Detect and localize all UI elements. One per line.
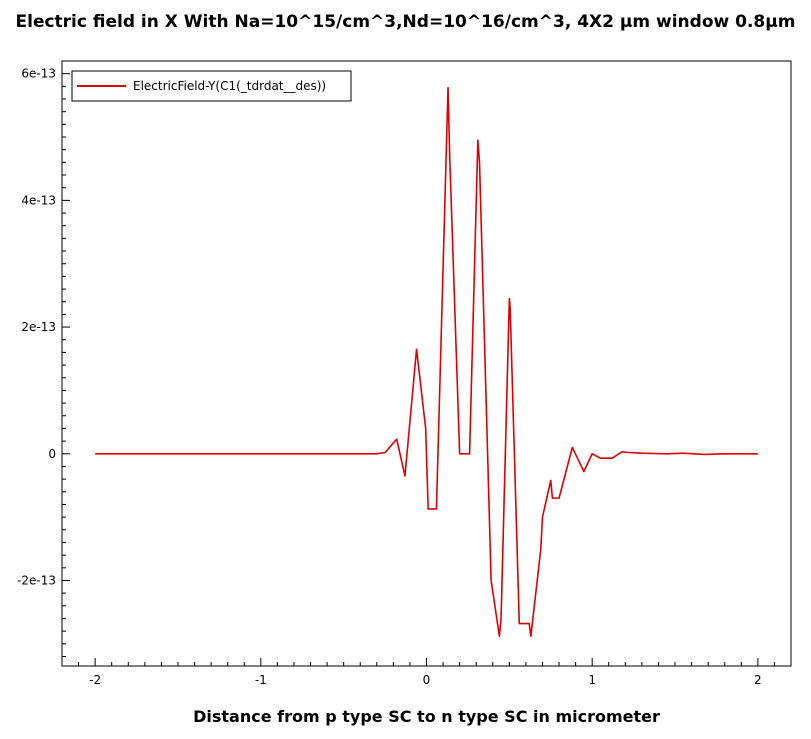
series-line-0 [95, 86, 758, 638]
x-tick-label: 1 [588, 673, 596, 687]
y-tick-label: -2e-13 [17, 573, 56, 587]
y-tick-label: 2e-13 [21, 320, 56, 334]
axis-ticks: -2 -1 0 1 2 -2e-13 0 2e-13 4e-13 6e-13 [17, 60, 792, 687]
y-tick-label: 0 [48, 447, 56, 461]
y-tick-label: 6e-13 [21, 67, 56, 81]
x-tick-label: 0 [423, 673, 431, 687]
legend-label: ElectricField-Y(C1(_tdrdat__des)) [133, 79, 326, 93]
chart-title: Electric field in X With Na=10^15/cm^3,N… [15, 12, 796, 32]
x-axis-title: Distance from p type SC to n type SC in … [193, 707, 660, 726]
y-tick-label: 4e-13 [21, 193, 56, 207]
legend: ElectricField-Y(C1(_tdrdat__des)) [71, 70, 352, 102]
x-tick-label: -2 [89, 673, 101, 687]
plot-frame [61, 60, 792, 667]
x-tick-label: 2 [754, 673, 762, 687]
x-tick-label: -1 [255, 673, 267, 687]
series-layer [95, 86, 758, 638]
